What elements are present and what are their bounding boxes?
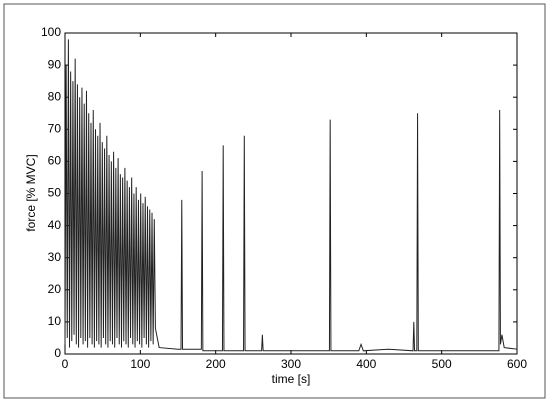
x-tick-label: 500 xyxy=(432,357,452,371)
data-line xyxy=(64,39,518,352)
y-tick-label: 30 xyxy=(48,250,62,264)
x-tick-label: 0 xyxy=(62,357,69,371)
y-axis-label: force [% MVC] xyxy=(24,154,38,231)
y-tick-label: 80 xyxy=(48,89,62,103)
y-tick-label: 10 xyxy=(48,314,62,328)
y-tick-label: 70 xyxy=(48,121,62,135)
y-tick-label: 60 xyxy=(48,154,62,168)
y-tick-label: 50 xyxy=(48,186,62,200)
x-tick-label: 200 xyxy=(206,357,226,371)
x-axis-label: time [s] xyxy=(272,372,311,386)
y-tick-label: 20 xyxy=(48,282,62,296)
x-tick-label: 100 xyxy=(130,357,150,371)
y-tick-label: 90 xyxy=(48,57,62,71)
y-tick-label: 100 xyxy=(41,25,61,39)
y-tick-label: 0 xyxy=(54,346,61,360)
x-tick-label: 300 xyxy=(281,357,301,371)
y-tick-label: 40 xyxy=(48,218,62,232)
x-tick-label: 400 xyxy=(356,357,376,371)
x-tick-label: 600 xyxy=(507,357,527,371)
